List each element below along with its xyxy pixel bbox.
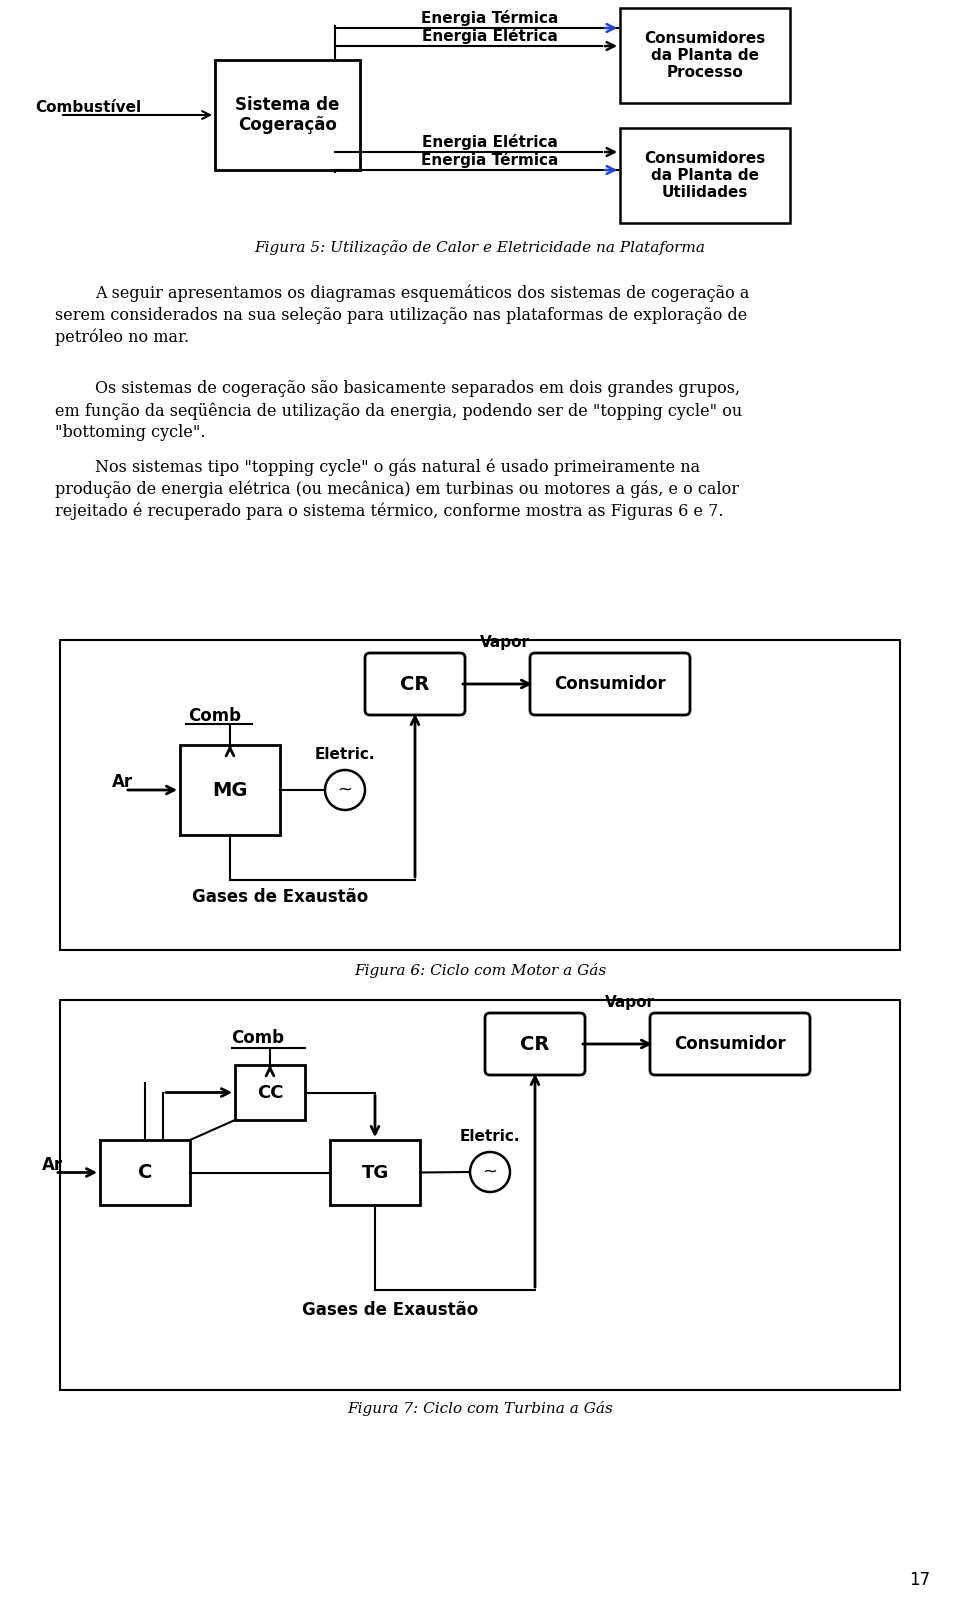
Text: Combustível: Combustível (35, 100, 141, 115)
Text: Energia Térmica: Energia Térmica (421, 152, 559, 168)
Text: produção de energia elétrica (ou mecânica) em turbinas ou motores a gás, e o cal: produção de energia elétrica (ou mecânic… (55, 481, 739, 497)
Text: Consumidores
da Planta de
Processo: Consumidores da Planta de Processo (644, 31, 766, 81)
FancyBboxPatch shape (60, 1000, 900, 1390)
Text: Eletric.: Eletric. (460, 1129, 520, 1144)
Text: CR: CR (400, 674, 430, 694)
Text: Ar: Ar (111, 773, 132, 790)
Text: Gases de Exaustão: Gases de Exaustão (192, 889, 368, 907)
Text: serem considerados na sua seleção para utilização nas plataformas de exploração : serem considerados na sua seleção para u… (55, 306, 747, 324)
Text: MG: MG (212, 781, 248, 800)
Text: Figura 5: Utilização de Calor e Eletricidade na Plataforma: Figura 5: Utilização de Calor e Eletrici… (254, 240, 706, 255)
FancyBboxPatch shape (485, 1013, 585, 1074)
Text: Comb: Comb (231, 1029, 284, 1047)
Text: Comb: Comb (188, 706, 241, 724)
Text: petróleo no mar.: petróleo no mar. (55, 329, 189, 347)
Text: Figura 7: Ciclo com Turbina a Gás: Figura 7: Ciclo com Turbina a Gás (348, 1400, 612, 1416)
FancyBboxPatch shape (180, 745, 280, 836)
FancyBboxPatch shape (620, 127, 790, 223)
FancyBboxPatch shape (620, 8, 790, 103)
Text: C: C (138, 1163, 153, 1182)
Text: Consumidor: Consumidor (554, 674, 666, 694)
Text: Eletric.: Eletric. (315, 747, 375, 761)
Text: CC: CC (256, 1084, 283, 1102)
Text: Energia Térmica: Energia Térmica (421, 10, 559, 26)
Text: ~: ~ (338, 781, 352, 798)
Text: A seguir apresentamos os diagramas esquemáticos dos sistemas de cogeração a: A seguir apresentamos os diagramas esque… (95, 286, 750, 303)
Text: 17: 17 (909, 1571, 930, 1589)
Text: Vapor: Vapor (480, 636, 530, 650)
Text: em função da seqüência de utilização da energia, podendo ser de "topping cycle" : em função da seqüência de utilização da … (55, 402, 742, 419)
Text: Figura 6: Ciclo com Motor a Gás: Figura 6: Ciclo com Motor a Gás (354, 963, 606, 977)
Text: Os sistemas de cogeração são basicamente separados em dois grandes grupos,: Os sistemas de cogeração são basicamente… (95, 381, 740, 397)
Text: Vapor: Vapor (605, 995, 655, 1010)
Text: Nos sistemas tipo "topping cycle" o gás natural é usado primeiramente na: Nos sistemas tipo "topping cycle" o gás … (95, 458, 700, 476)
Text: Ar: Ar (41, 1155, 62, 1174)
Text: Consumidor: Consumidor (674, 1036, 786, 1053)
Text: rejeitado é recuperado para o sistema térmico, conforme mostra as Figuras 6 e 7.: rejeitado é recuperado para o sistema té… (55, 502, 724, 519)
FancyBboxPatch shape (365, 653, 465, 715)
FancyBboxPatch shape (100, 1140, 190, 1205)
FancyBboxPatch shape (235, 1065, 305, 1119)
Text: TG: TG (361, 1163, 389, 1181)
FancyBboxPatch shape (330, 1140, 420, 1205)
Text: Gases de Exaustão: Gases de Exaustão (301, 1302, 478, 1319)
Text: Energia Elétrica: Energia Elétrica (422, 27, 558, 44)
FancyBboxPatch shape (650, 1013, 810, 1074)
FancyBboxPatch shape (60, 640, 900, 950)
Text: Energia Elétrica: Energia Elétrica (422, 134, 558, 150)
Text: "bottoming cycle".: "bottoming cycle". (55, 424, 205, 440)
Text: CR: CR (520, 1034, 550, 1053)
Text: ~: ~ (483, 1163, 497, 1181)
FancyBboxPatch shape (215, 60, 360, 169)
Text: Consumidores
da Planta de
Utilidades: Consumidores da Planta de Utilidades (644, 150, 766, 200)
FancyBboxPatch shape (530, 653, 690, 715)
Text: Sistema de
Cogeração: Sistema de Cogeração (235, 95, 340, 134)
